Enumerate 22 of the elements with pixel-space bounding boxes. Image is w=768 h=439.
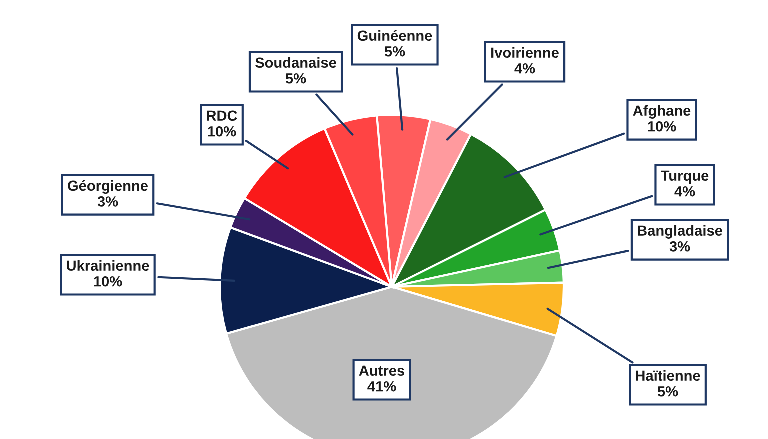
- data-label: 10%: [94, 276, 122, 287]
- slice-label: Ukrainienne: [67, 260, 150, 272]
- data-label: 10%: [648, 121, 676, 132]
- slice-label: Haïtienne: [636, 370, 700, 382]
- data-label: 5%: [286, 73, 306, 84]
- data-label: 4%: [514, 63, 536, 74]
- slice-label: Autres: [359, 366, 404, 376]
- slice-label: RDC: [207, 110, 238, 122]
- slice-label: Géorgienne: [68, 180, 148, 194]
- slice-label: Guinéenne: [358, 30, 432, 42]
- data-label: 3%: [98, 196, 118, 207]
- slice-label: Ivoirienne: [492, 47, 559, 58]
- data-label: 3%: [670, 241, 690, 252]
- data-label: 5%: [384, 46, 406, 57]
- slice-label: Afghane: [633, 105, 691, 119]
- data-label: 10%: [208, 126, 236, 137]
- data-label: 5%: [658, 386, 678, 397]
- slice-label: Soudanaise: [255, 57, 336, 68]
- data-label: 4%: [674, 186, 696, 197]
- slice-label: Turque: [660, 170, 709, 184]
- slice-label: Bangladaise: [638, 225, 722, 239]
- data-label: 41%: [368, 381, 396, 392]
